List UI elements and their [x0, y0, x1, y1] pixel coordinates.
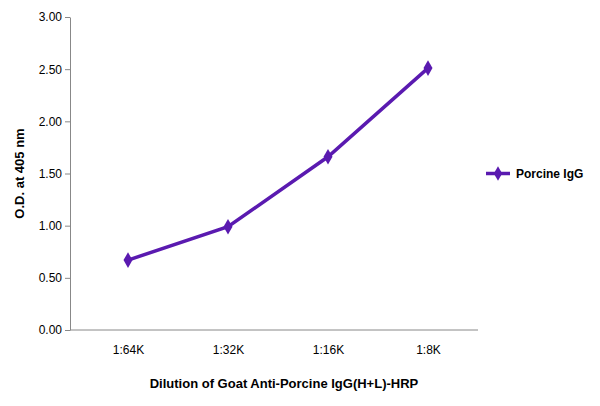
y-tick-label: 2.00	[39, 115, 63, 129]
y-axis-line	[70, 18, 71, 331]
legend-label: Porcine IgG	[516, 167, 583, 181]
x-tick-label: 1:16K	[313, 343, 344, 357]
y-tick: 2.50	[39, 63, 70, 77]
chart-svg: 0.000.501.001.502.002.503.001:64K1:32K1:…	[0, 0, 600, 406]
series-marker	[324, 149, 333, 165]
y-tick-mark	[65, 330, 70, 331]
x-axis-line	[70, 330, 478, 331]
plot-marks	[124, 60, 433, 268]
y-tick-mark	[65, 17, 70, 18]
y-tick-label: 3.00	[39, 10, 63, 24]
y-axis-title: O.D. at 405 nm	[12, 128, 27, 218]
y-tick: 3.00	[39, 10, 70, 24]
x-tick-label: 1:8K	[416, 343, 441, 357]
y-tick-mark	[65, 174, 70, 175]
x-axis-title: Dilution of Goat Anti-Porcine IgG(H+L)-H…	[150, 376, 419, 391]
x-tick-label: 1:32K	[213, 343, 244, 357]
y-tick-label: 0.50	[39, 271, 63, 285]
x-tick: 1:32K	[213, 330, 244, 357]
y-tick-mark	[65, 69, 70, 70]
y-axis: 0.00 0.50 1.00 1.50 2.00 2.50 3.00	[39, 10, 71, 337]
series-marker	[224, 219, 233, 235]
x-tick: 1:8K	[416, 330, 441, 357]
legend-marker	[494, 166, 502, 180]
x-axis: 1:64K 1:32K 1:16K 1:8K	[70, 330, 478, 357]
y-tick-label: 0.00	[39, 323, 63, 337]
y-tick-mark	[65, 121, 70, 122]
x-tick: 1:64K	[113, 330, 144, 357]
x-tick: 1:16K	[313, 330, 344, 357]
y-tick: 0.00	[39, 323, 70, 337]
series-marker	[124, 252, 133, 268]
y-tick-label: 1.50	[39, 167, 63, 181]
y-tick: 2.00	[39, 115, 70, 129]
series-marker	[424, 60, 433, 76]
legend: Porcine IgG	[486, 166, 583, 181]
y-tick: 1.50	[39, 167, 70, 181]
y-tick: 1.00	[39, 219, 70, 233]
chart-container: 0.000.501.001.502.002.503.001:64K1:32K1:…	[0, 0, 600, 406]
y-tick: 0.50	[39, 271, 70, 285]
x-tick-label: 1:64K	[113, 343, 144, 357]
y-tick-label: 1.00	[39, 219, 63, 233]
y-tick-mark	[65, 226, 70, 227]
y-tick-mark	[65, 278, 70, 279]
series-line	[128, 68, 428, 260]
y-tick-label: 2.50	[39, 63, 63, 77]
